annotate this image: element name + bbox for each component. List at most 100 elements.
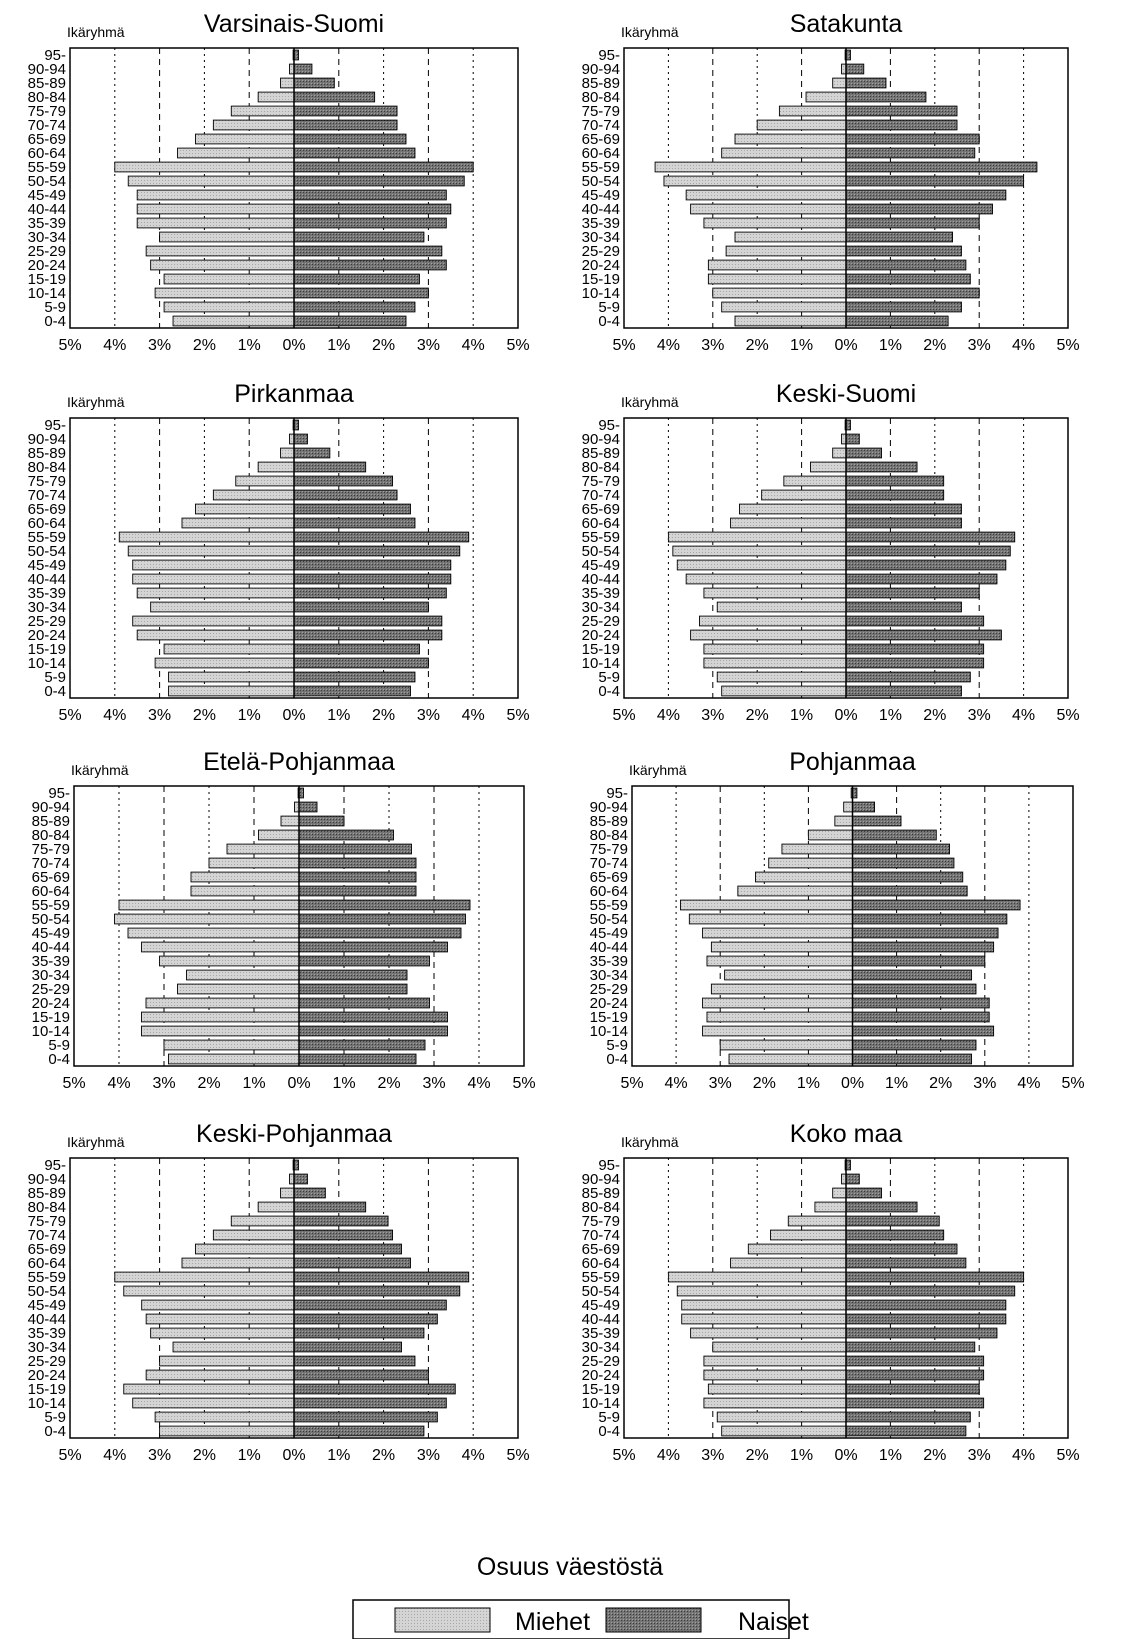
age-group-label: 35-39: [582, 585, 620, 602]
x-tick-label: 3%: [701, 1447, 724, 1464]
bar-women: [845, 1285, 1016, 1297]
bar-women: [293, 503, 411, 515]
x-tick-label: 5%: [1061, 1075, 1084, 1092]
age-group-label: 25-29: [28, 243, 66, 260]
bar-men: [805, 91, 847, 103]
age-group-label: 85-89: [582, 75, 620, 92]
bar-men: [280, 77, 295, 89]
legend-women-label: Naiset: [738, 1608, 809, 1636]
x-tick-label: 2%: [193, 707, 216, 724]
bar-women: [293, 1271, 470, 1283]
bar-women: [298, 1053, 417, 1065]
y-axis-label: Ikäryhmä: [67, 1134, 125, 1150]
bar-men: [834, 815, 853, 827]
x-tick-label: 3%: [417, 707, 440, 724]
bar-men: [690, 1327, 847, 1339]
bar-women: [298, 857, 417, 869]
age-group-label: 40-44: [28, 571, 66, 588]
bar-women: [293, 587, 447, 599]
bar-women: [852, 829, 937, 841]
x-tick-label: 3%: [417, 337, 440, 354]
bar-women: [293, 175, 465, 187]
bar-women: [293, 105, 398, 117]
age-group-label: 50-54: [590, 911, 628, 928]
legend-women-swatch: [605, 1607, 702, 1633]
age-group-label: 55-59: [32, 897, 70, 914]
age-group-label: 95-: [598, 47, 620, 64]
bar-men: [280, 815, 300, 827]
age-group-label: 90-94: [28, 61, 66, 78]
bar-women: [845, 1425, 967, 1437]
bar-women: [293, 517, 416, 529]
bar-women: [852, 913, 1008, 925]
legend-men-swatch: [394, 1607, 491, 1633]
bar-men: [681, 1313, 847, 1325]
bar-men: [168, 1053, 300, 1065]
age-group-label: 45-49: [582, 187, 620, 204]
bar-men: [190, 885, 300, 897]
age-group-label: 5-9: [598, 1409, 620, 1426]
x-tick-label: 4%: [1012, 707, 1035, 724]
bar-women: [852, 955, 986, 967]
age-group-label: 85-89: [590, 813, 628, 830]
age-group-label: 95-: [598, 1157, 620, 1174]
x-tick-label: 2%: [746, 707, 769, 724]
bar-men: [132, 1397, 295, 1409]
bar-women: [293, 1341, 402, 1353]
bar-women: [845, 245, 962, 257]
age-group-label: 65-69: [28, 1241, 66, 1258]
age-group-label: 85-89: [28, 1185, 66, 1202]
bar-women: [845, 545, 1011, 557]
age-group-label: 0-4: [44, 1423, 66, 1440]
x-tick-label: 4%: [462, 1447, 485, 1464]
age-group-label: 65-69: [582, 1241, 620, 1258]
bar-women: [845, 91, 927, 103]
x-tick-label: 1%: [790, 1447, 813, 1464]
age-group-label: 80-84: [590, 827, 628, 844]
bar-men: [716, 1411, 847, 1423]
bar-women: [293, 545, 461, 557]
bar-men: [676, 1285, 847, 1297]
x-tick-label: 3%: [968, 1447, 991, 1464]
age-group-label: 0-4: [48, 1051, 70, 1068]
bar-men: [703, 587, 847, 599]
bar-women: [845, 217, 980, 229]
y-axis-label: Ikäryhmä: [621, 394, 679, 410]
x-tick-label: 4%: [103, 707, 126, 724]
bar-men: [168, 685, 295, 697]
age-group-label: 75-79: [28, 1213, 66, 1230]
bar-women: [293, 447, 331, 459]
age-group-label: 45-49: [28, 187, 66, 204]
bar-women: [293, 1187, 326, 1199]
bar-women: [293, 1173, 308, 1185]
age-group-label: 95-: [44, 1157, 66, 1174]
bar-women: [845, 503, 962, 515]
age-group-label: 25-29: [28, 1353, 66, 1370]
x-tick-label: 0%: [287, 1075, 310, 1092]
bar-women: [845, 1299, 1007, 1311]
bar-women: [293, 531, 470, 543]
bar-women: [293, 273, 420, 285]
bar-men: [721, 301, 847, 313]
x-tick-label: 1%: [327, 707, 350, 724]
age-group-label: 35-39: [590, 953, 628, 970]
bar-women: [298, 843, 412, 855]
bar-men: [235, 475, 295, 487]
x-tick-label: 4%: [1012, 337, 1035, 354]
bar-men: [136, 629, 295, 641]
x-tick-label: 1%: [790, 337, 813, 354]
age-group-label: 30-34: [590, 967, 628, 984]
panel-title: Varsinais-Suomi: [204, 10, 384, 38]
x-tick-label: 1%: [797, 1075, 820, 1092]
age-group-label: 10-14: [32, 1023, 70, 1040]
x-tick-label: 4%: [657, 1447, 680, 1464]
bar-women: [293, 315, 407, 327]
age-group-label: 85-89: [32, 813, 70, 830]
age-group-label: 60-64: [28, 1255, 66, 1272]
age-group-label: 35-39: [28, 215, 66, 232]
bar-women: [845, 1215, 940, 1227]
age-group-label: 90-94: [28, 1171, 66, 1188]
bar-men: [145, 245, 295, 257]
bar-women: [852, 997, 990, 1009]
age-group-label: 5-9: [44, 1409, 66, 1426]
